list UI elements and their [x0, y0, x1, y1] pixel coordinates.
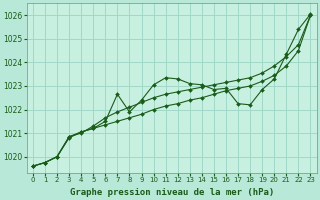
X-axis label: Graphe pression niveau de la mer (hPa): Graphe pression niveau de la mer (hPa) — [69, 188, 274, 197]
